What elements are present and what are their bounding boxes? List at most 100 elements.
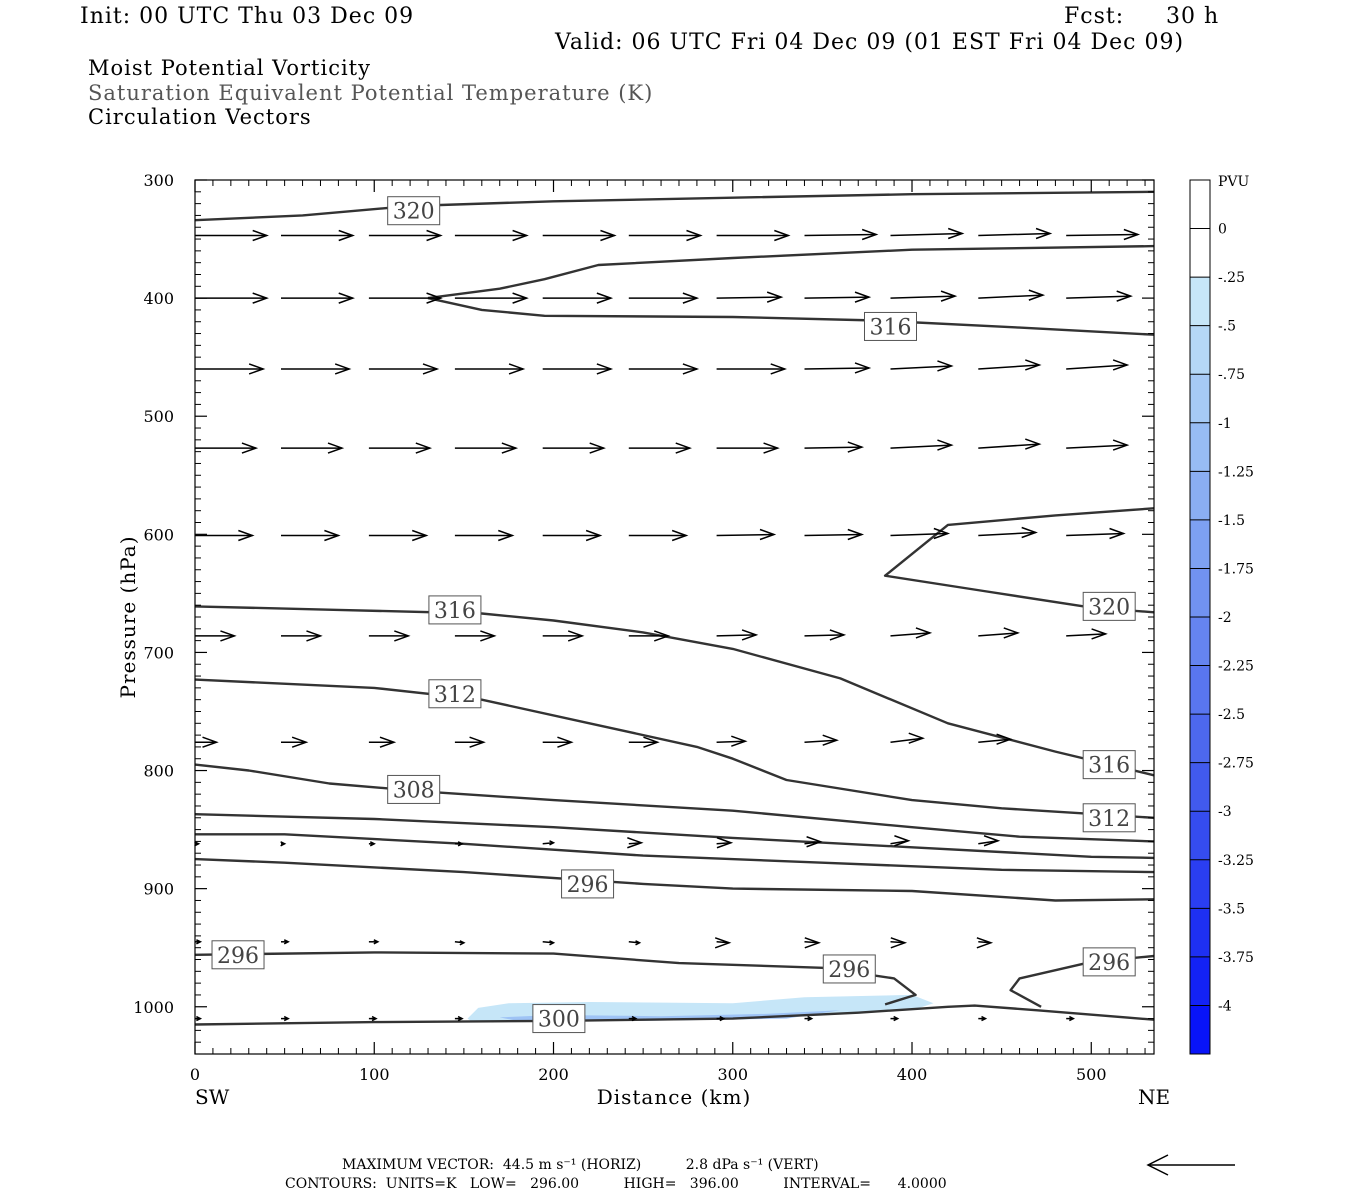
vector-arrowhead [829, 629, 847, 641]
vector-arrowhead [806, 836, 823, 848]
contour-label-box [822, 954, 876, 984]
circulation-vector [978, 531, 1036, 537]
forecast-label: Fcst: [1064, 4, 1125, 29]
vector-arrowhead [1021, 526, 1038, 539]
circulation-vector [804, 533, 862, 537]
contour-label: 320 [393, 200, 435, 225]
vector-arrowhead [915, 627, 933, 639]
vector-arrowhead [283, 1015, 290, 1022]
vector-arrowhead [457, 1015, 464, 1022]
vector-layer [194, 227, 1141, 1022]
colorbar-label: -3.75 [1218, 950, 1254, 966]
contour-label-box [863, 311, 917, 341]
colorbar-label: 0 [1218, 222, 1227, 238]
vector-arrowhead [512, 292, 529, 304]
vector-arrowhead [567, 630, 585, 642]
vector-arrowhead [498, 529, 515, 542]
vector-arrowhead [202, 736, 219, 748]
vector-arrowhead [947, 227, 965, 240]
vector-arrowhead [890, 937, 908, 949]
vector-arrowhead [1025, 438, 1042, 450]
vector-arrowhead [422, 363, 440, 375]
y-tick-label: 900 [143, 880, 174, 899]
colorbar-label: -.25 [1218, 270, 1245, 286]
vector-arrowhead [512, 229, 529, 242]
contour-label: 296 [828, 958, 870, 983]
forecast-hour: 30 h [1166, 4, 1220, 29]
vector-arrowhead [194, 841, 201, 847]
vector-arrowhead [847, 441, 865, 453]
colorbar-label: -1.25 [1218, 464, 1254, 480]
colorbar-cell [1190, 568, 1210, 618]
contour-line-320 [427, 244, 1155, 300]
vector-arrowhead [682, 363, 700, 375]
y-tick-label: 300 [143, 171, 174, 190]
colorbar-cell [1190, 956, 1210, 1006]
vector-arrowhead [196, 939, 203, 945]
contour-label-box [532, 1004, 586, 1034]
vector-arrowhead [220, 630, 237, 642]
axis-layer: 300 400 500 600 700 800 900 1000 0 100 200 300 400 50… [116, 171, 1170, 1109]
colorbar-cell [1190, 908, 1210, 958]
circulation-vector [978, 738, 1011, 743]
y-tick-label: 1000 [133, 998, 174, 1017]
circulation-vector [716, 533, 775, 537]
vector-arrowhead [549, 840, 556, 846]
contour-label-box [428, 595, 482, 625]
contour-label: 316 [1088, 754, 1130, 779]
contour-label-box [211, 940, 265, 970]
contour-label-layer: 320 316 320 316 312 316 308 312 296 296 296 296 300 [211, 196, 1136, 1034]
vector-arrowhead [847, 528, 865, 541]
vector-arrowhead [469, 736, 486, 748]
vector-arrowhead [937, 439, 954, 451]
contours-info-text: CONTOURS: UNITS=K LOW= 296.00 HIGH= 396.… [285, 1176, 947, 1192]
x-tick-label: 200 [538, 1065, 569, 1084]
vector-arrowhead [981, 1015, 988, 1022]
contour-line-320 [194, 190, 1155, 222]
colorbar-cell [1190, 422, 1210, 472]
vector-arrowhead [671, 529, 689, 542]
colorbar-label: -.5 [1218, 319, 1236, 335]
init-time: Init: 00 UTC Thu 03 Dec 09 [80, 4, 415, 29]
vector-arrowhead [894, 835, 911, 847]
x-end-label-right: NE [1138, 1085, 1170, 1109]
vector-arrowhead [596, 292, 614, 304]
contour-label-box [1082, 947, 1136, 977]
vector-arrowhead [459, 940, 466, 946]
contour-label-box [1082, 591, 1136, 621]
x-tick-label: 100 [359, 1065, 390, 1084]
vector-arrowhead [411, 529, 429, 542]
vector-arrowhead [1091, 628, 1108, 640]
colorbar-label: -2 [1218, 610, 1232, 626]
circulation-vector [978, 632, 1018, 637]
vector-arrowhead [600, 229, 617, 242]
vector-arrowhead [854, 362, 872, 374]
contour-label: 300 [538, 1008, 580, 1033]
contour-label: 296 [1088, 951, 1130, 976]
contour-line-300 [195, 833, 1155, 874]
vector-arrowhead [596, 363, 614, 375]
colorbar-cell [1190, 180, 1210, 230]
y-tick-label: 800 [143, 762, 174, 781]
contour-label: 312 [1088, 807, 1130, 832]
contour-label-box [1082, 803, 1136, 833]
vector-arrowhead [557, 736, 574, 748]
valid-time: Valid: 06 UTC Fri 04 Dec 09 (01 EST Fri … [555, 30, 1185, 55]
contour-line-312 [194, 678, 1155, 819]
colorbar-label: -3 [1218, 804, 1232, 820]
vector-arrowhead [937, 360, 954, 372]
vector-arrowhead [585, 529, 603, 542]
x-tick-label: 300 [717, 1065, 748, 1084]
vector-arrowhead [324, 529, 341, 542]
vector-arrowhead [627, 837, 644, 849]
circulation-vector [1066, 444, 1128, 449]
contour-label: 316 [869, 315, 911, 340]
x-axis-label: Distance (km) [597, 1085, 752, 1109]
x-end-label-left: SW [195, 1085, 230, 1109]
colorbar-label: -1.75 [1218, 561, 1254, 577]
colorbar-label: -1 [1218, 416, 1232, 432]
contour-label: 316 [434, 599, 476, 624]
max-vector-text: MAXIMUM VECTOR: 44.5 m s⁻¹ (HORIZ) 2.8 d… [342, 1157, 819, 1173]
circulation-vector [890, 532, 948, 537]
